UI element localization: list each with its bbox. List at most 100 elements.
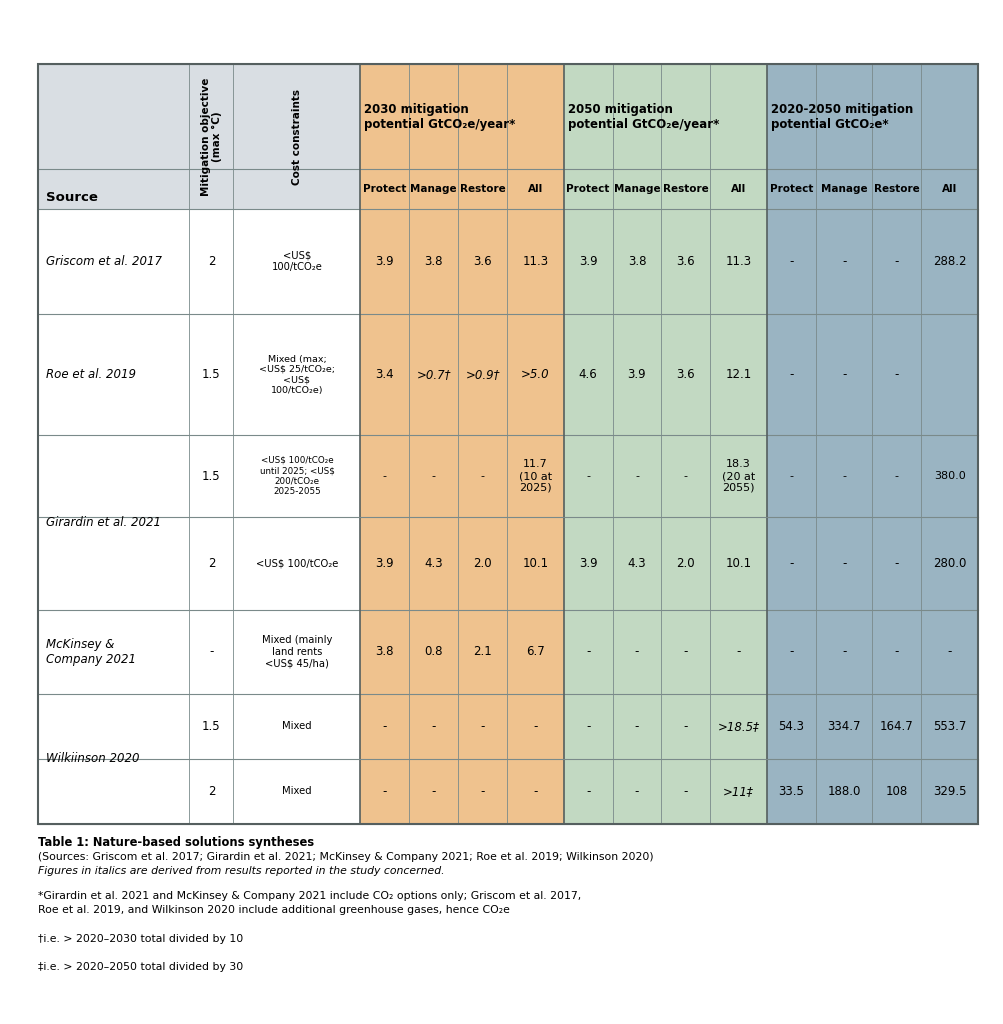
Text: 11.3: 11.3 xyxy=(522,255,548,268)
Text: -: - xyxy=(634,785,639,798)
Text: -: - xyxy=(634,720,639,733)
Text: †i.e. > 2020–2030 total divided by 10: †i.e. > 2020–2030 total divided by 10 xyxy=(38,934,243,944)
Bar xyxy=(563,609,766,693)
Text: -: - xyxy=(479,785,484,798)
Text: -: - xyxy=(586,720,590,733)
Text: Girardin et al. 2021: Girardin et al. 2021 xyxy=(46,516,160,528)
Text: <US$ 100/tCO₂e: <US$ 100/tCO₂e xyxy=(256,558,338,568)
Text: -: - xyxy=(431,471,435,481)
Text: 2030 mitigation
potential GtCO₂e/year*: 2030 mitigation potential GtCO₂e/year* xyxy=(364,102,516,130)
Text: 3.8: 3.8 xyxy=(375,645,394,658)
Bar xyxy=(563,435,766,517)
Text: 3.9: 3.9 xyxy=(579,557,597,569)
Text: Protect: Protect xyxy=(566,184,609,195)
Text: -: - xyxy=(894,557,899,569)
Text: 280.0: 280.0 xyxy=(932,557,966,569)
Text: -: - xyxy=(947,645,951,658)
Text: 188.0: 188.0 xyxy=(826,785,860,798)
Text: 380.0: 380.0 xyxy=(933,471,965,481)
Bar xyxy=(38,517,360,609)
Text: Restore: Restore xyxy=(459,184,505,195)
Bar xyxy=(766,435,977,517)
Text: -: - xyxy=(683,645,687,658)
Text: -: - xyxy=(894,645,899,658)
Bar xyxy=(766,63,977,169)
Bar xyxy=(563,63,766,169)
Text: 10.1: 10.1 xyxy=(522,557,548,569)
Text: -: - xyxy=(788,471,792,481)
Text: Mixed (max;
<US$ 25/tCO₂e;
<US$
100/tCO₂e): Mixed (max; <US$ 25/tCO₂e; <US$ 100/tCO₂… xyxy=(259,354,335,394)
Bar xyxy=(563,314,766,435)
Text: -: - xyxy=(586,471,590,481)
Text: Protect: Protect xyxy=(769,184,812,195)
Text: Roe et al. 2019: Roe et al. 2019 xyxy=(46,368,135,381)
Bar xyxy=(766,609,977,693)
Text: 11.3: 11.3 xyxy=(725,255,751,268)
Text: -: - xyxy=(431,785,435,798)
Text: 3.9: 3.9 xyxy=(627,368,646,381)
Text: -: - xyxy=(788,557,792,569)
Bar xyxy=(360,609,563,693)
Text: -: - xyxy=(382,785,387,798)
Text: 4.6: 4.6 xyxy=(578,368,597,381)
Text: -: - xyxy=(842,255,846,268)
Text: 4.3: 4.3 xyxy=(627,557,646,569)
Text: -: - xyxy=(894,255,899,268)
Text: -: - xyxy=(431,720,435,733)
Bar xyxy=(360,435,563,517)
Text: -: - xyxy=(533,720,537,733)
Text: 3.8: 3.8 xyxy=(627,255,646,268)
Text: Mitigation objective
(max °C): Mitigation objective (max °C) xyxy=(201,78,222,196)
Text: 553.7: 553.7 xyxy=(932,720,966,733)
Text: 2.0: 2.0 xyxy=(676,557,694,569)
Bar xyxy=(766,314,977,435)
Bar xyxy=(563,169,766,209)
Bar xyxy=(38,435,360,517)
Text: 2.1: 2.1 xyxy=(472,645,491,658)
Text: All: All xyxy=(528,184,543,195)
Text: Restore: Restore xyxy=(662,184,708,195)
Text: -: - xyxy=(842,645,846,658)
Text: -: - xyxy=(209,645,214,658)
Text: Mixed (mainly
land rents
<US$ 45/ha): Mixed (mainly land rents <US$ 45/ha) xyxy=(262,635,332,669)
Text: Manage: Manage xyxy=(410,184,456,195)
Text: 54.3: 54.3 xyxy=(777,720,803,733)
Text: 3.6: 3.6 xyxy=(472,255,491,268)
Text: Table 1: Nature-based solutions syntheses: Table 1: Nature-based solutions synthese… xyxy=(38,836,314,849)
Text: Protect: Protect xyxy=(363,184,406,195)
Text: All: All xyxy=(730,184,745,195)
Text: 2: 2 xyxy=(208,255,215,268)
Text: 108: 108 xyxy=(885,785,907,798)
Text: Mixed: Mixed xyxy=(282,721,312,731)
Text: >11‡: >11‡ xyxy=(722,785,753,798)
Bar xyxy=(563,517,766,609)
Text: 3.8: 3.8 xyxy=(424,255,442,268)
Bar xyxy=(766,693,977,759)
Text: -: - xyxy=(842,368,846,381)
Text: -: - xyxy=(382,471,386,481)
Text: >18.5‡: >18.5‡ xyxy=(717,720,759,733)
Text: 3.6: 3.6 xyxy=(676,255,694,268)
Text: 4.3: 4.3 xyxy=(424,557,442,569)
Bar xyxy=(563,209,766,314)
Text: >0.9†: >0.9† xyxy=(464,368,499,381)
Bar xyxy=(766,517,977,609)
Text: McKinsey &
Company 2021: McKinsey & Company 2021 xyxy=(46,638,135,666)
Text: Restore: Restore xyxy=(874,184,919,195)
Text: -: - xyxy=(586,645,590,658)
Text: 329.5: 329.5 xyxy=(932,785,966,798)
Text: 6.7: 6.7 xyxy=(526,645,545,658)
Text: -: - xyxy=(533,785,537,798)
Text: 1.5: 1.5 xyxy=(202,720,221,733)
Bar xyxy=(38,63,977,824)
Text: 3.4: 3.4 xyxy=(375,368,394,381)
Text: 3.9: 3.9 xyxy=(375,557,394,569)
Text: -: - xyxy=(480,471,484,481)
Text: -: - xyxy=(788,368,792,381)
Text: 334.7: 334.7 xyxy=(826,720,860,733)
Text: 1.5: 1.5 xyxy=(202,470,221,482)
Text: 10.1: 10.1 xyxy=(725,557,751,569)
Text: 12.1: 12.1 xyxy=(725,368,751,381)
Text: 33.5: 33.5 xyxy=(777,785,803,798)
Bar xyxy=(563,693,766,759)
